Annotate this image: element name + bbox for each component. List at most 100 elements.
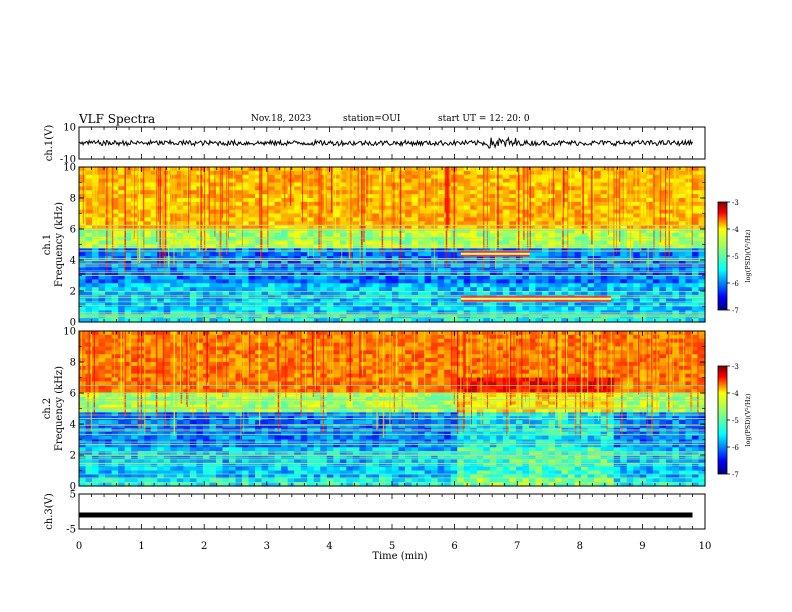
spectrogram-cell <box>111 318 119 323</box>
spectrogram-cell <box>131 260 139 265</box>
spectrogram-cell <box>496 229 504 234</box>
spectrogram-cell <box>274 236 282 242</box>
spectrogram-cell <box>672 174 680 180</box>
spectrogram-cell <box>228 362 237 367</box>
spectrogram-cell <box>228 186 237 191</box>
spectrogram-cell <box>691 302 700 308</box>
spectrogram-cell <box>685 263 693 269</box>
spectrogram-cell <box>600 287 608 292</box>
spectrogram-cell <box>678 167 687 172</box>
spectrogram-cell <box>105 358 113 363</box>
spectrogram-cell <box>287 346 295 351</box>
spectrogram-cell <box>196 263 204 269</box>
spectrogram-cell <box>489 271 497 277</box>
spectrogram-cell <box>555 252 563 257</box>
spectrogram-cell <box>150 365 158 371</box>
spectrogram-cell <box>574 170 582 176</box>
spectrogram-cell <box>118 283 126 288</box>
spectrogram-cell <box>105 225 113 230</box>
spectrogram-cell <box>411 263 419 269</box>
spectrogram-cell <box>248 186 256 191</box>
spectrogram-cell <box>209 365 217 371</box>
spectrogram-cell <box>79 291 87 296</box>
spectrogram-cell <box>522 358 530 363</box>
spectrogram-cell <box>326 209 334 215</box>
spectrogram-cell <box>515 182 524 187</box>
spectrogram-cell <box>470 236 478 242</box>
spectrogram-cell <box>261 240 269 246</box>
spectrogram-cell <box>176 236 184 242</box>
spectrogram-cell <box>255 221 263 226</box>
spectrogram-cell <box>79 194 87 199</box>
spectrogram-cell <box>652 170 660 176</box>
spectrogram-cell <box>359 318 367 323</box>
spectrogram-cell <box>437 186 445 191</box>
spectrogram-cell <box>307 205 315 211</box>
spectrogram-cell <box>444 342 452 348</box>
spectrogram-cell <box>313 229 321 234</box>
spectrogram-cell <box>183 271 191 277</box>
spectrogram-cell <box>352 306 360 311</box>
spectrogram-cell <box>515 358 524 363</box>
spectrogram-cell <box>235 217 243 222</box>
spectrogram-cell <box>385 178 393 184</box>
spectrogram-cell <box>320 221 328 226</box>
spectrogram-cell <box>463 302 471 308</box>
spectrogram-cell <box>242 221 250 226</box>
spectrogram-cell <box>437 182 445 187</box>
spectrogram-cell <box>307 306 315 311</box>
spectrogram-cell <box>672 267 680 273</box>
spectrogram-cell <box>365 358 374 363</box>
spectrogram-cell <box>678 209 687 215</box>
spectrogram-cell <box>346 302 354 308</box>
spectrogram-cell <box>307 182 315 187</box>
spectrogram-cell <box>698 338 706 344</box>
spectrogram-cell <box>268 362 276 367</box>
spectrogram-cell <box>424 194 432 199</box>
spectrogram-cell <box>118 221 126 226</box>
spectrogram-cell <box>476 167 484 172</box>
spectrogram-cell <box>385 167 393 172</box>
spectrogram-cell <box>633 221 641 226</box>
spectrogram-cell <box>633 271 641 277</box>
spectrogram-cell <box>528 209 537 215</box>
spectrogram-cell <box>698 217 706 222</box>
spectrogram-cell <box>528 213 537 218</box>
spectrogram-cell <box>476 283 484 288</box>
spectrogram-cell <box>476 240 484 246</box>
spectrogram-cell <box>515 260 524 265</box>
spectrogram-cell <box>678 260 687 265</box>
spectrogram-cell <box>463 232 471 238</box>
spectrogram-cell <box>313 170 321 176</box>
spectrogram-cell <box>124 354 132 359</box>
spectrogram-cell <box>300 198 308 203</box>
spectrogram-cell <box>92 350 100 355</box>
spectrogram-cell <box>424 275 432 280</box>
spectrogram-cell <box>541 350 550 355</box>
spectrogram-cell <box>137 229 145 234</box>
spectrogram-cell <box>405 240 413 246</box>
spectrogram-cell <box>691 260 700 265</box>
spectrogram-cell <box>163 190 171 195</box>
spectrogram-cell <box>111 229 119 234</box>
spectrogram-cell <box>483 244 491 249</box>
spectrogram-cell <box>300 190 308 195</box>
spectrogram-cell <box>691 271 700 277</box>
spectrogram-cell <box>502 221 510 226</box>
spectrogram-cell <box>652 182 660 187</box>
spectrogram-cell <box>144 225 152 230</box>
spectrogram-cell <box>502 283 510 288</box>
spectrogram-cell <box>307 267 315 273</box>
spectrogram-cell <box>313 291 321 296</box>
spectrogram-cell <box>150 190 158 195</box>
spectrogram-cell <box>600 342 608 348</box>
spectrogram-cell <box>144 240 152 246</box>
spectrogram-cell <box>483 205 491 211</box>
spectrogram-cell <box>509 346 517 351</box>
spectrogram-cell <box>209 232 217 238</box>
spectrogram-cell <box>209 271 217 277</box>
spectrogram-cell <box>268 217 276 222</box>
spectrogram-cell <box>463 221 471 226</box>
spectrogram-cell <box>189 209 197 215</box>
spectrogram-cell <box>313 338 321 344</box>
